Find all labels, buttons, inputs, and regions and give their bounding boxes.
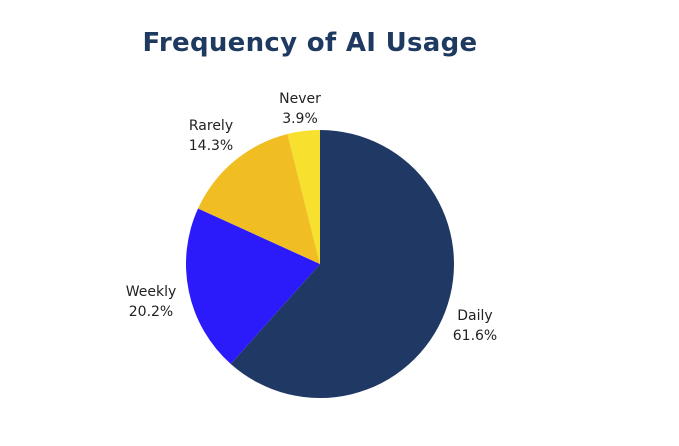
slice-label-never: Never [279,91,321,107]
slice-label-daily: Daily [457,308,492,324]
pie-slices [185,130,454,398]
slice-percent-weekly: 20.2% [129,304,173,320]
chart-title: Frequency of AI Usage [142,28,478,58]
slice-percent-daily: 61.6% [453,328,497,344]
pie-slice-weekly [185,208,320,364]
slice-percent-never: 3.9% [282,111,318,127]
slice-label-rarely: Rarely [189,118,233,134]
pie-slice-daily [230,130,454,398]
slice-label-weekly: Weekly [126,284,177,300]
pie-labels: Daily 61.6% Weekly 20.2% Rarely 14.3% Never 3.9… [126,91,498,344]
pie-slice-never [287,130,320,264]
pie-slice-rarely [198,134,320,264]
slice-percent-rarely: 14.3% [189,138,233,154]
